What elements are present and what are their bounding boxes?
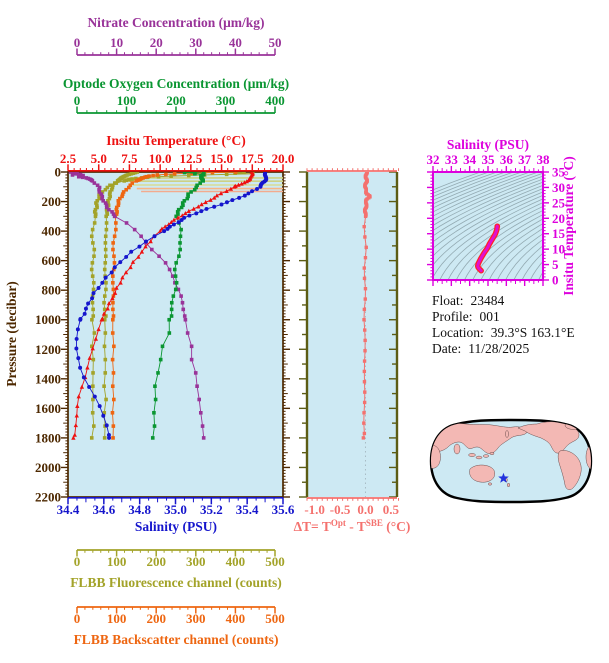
svg-text:500: 500 xyxy=(265,554,285,569)
svg-text:5.0: 5.0 xyxy=(91,151,107,166)
svg-text:1600: 1600 xyxy=(35,401,61,416)
svg-text:35.6: 35.6 xyxy=(272,502,295,517)
svg-text:34.4: 34.4 xyxy=(57,502,80,517)
ts-salinity-title: Salinity (PSU) xyxy=(447,137,529,152)
svg-text:1000: 1000 xyxy=(35,312,61,327)
svg-text:25: 25 xyxy=(552,195,566,210)
location-line: Location: 39.3°S 163.1°E xyxy=(432,325,575,340)
svg-text:200: 200 xyxy=(42,194,62,209)
svg-text:100: 100 xyxy=(107,554,127,569)
svg-text:-1.0: -1.0 xyxy=(304,502,325,517)
date-line: Date: 11/28/2025 xyxy=(432,341,530,356)
backscatter-axis-title: FLBB Backscatter channel (counts) xyxy=(74,632,279,647)
svg-text:0: 0 xyxy=(74,35,81,50)
float-info: Float: 23484 Profile: 001 Location: 39.3°S … xyxy=(432,293,575,356)
salinity-axis-title: Salinity (PSU) xyxy=(135,519,217,534)
svg-text:17.5: 17.5 xyxy=(241,151,264,166)
svg-text:600: 600 xyxy=(42,253,62,268)
svg-text:33: 33 xyxy=(445,152,459,167)
svg-text:38: 38 xyxy=(537,152,551,167)
svg-text:50: 50 xyxy=(269,35,282,50)
svg-text:200: 200 xyxy=(146,554,166,569)
svg-text:1800: 1800 xyxy=(35,430,61,445)
svg-text:35.2: 35.2 xyxy=(200,502,223,517)
svg-text:35.4: 35.4 xyxy=(236,502,259,517)
svg-text:34: 34 xyxy=(463,152,477,167)
svg-text:1400: 1400 xyxy=(35,371,61,386)
float-location-star xyxy=(498,472,509,483)
svg-text:2.5: 2.5 xyxy=(60,151,77,166)
backscatter-axis: 0 100 200 300 400 500 xyxy=(74,606,285,626)
svg-text:200: 200 xyxy=(166,93,186,108)
svg-text:400: 400 xyxy=(226,554,246,569)
float-id-line: Float: 23484 xyxy=(432,293,505,308)
svg-text:30: 30 xyxy=(552,180,565,195)
svg-text:0: 0 xyxy=(55,165,62,180)
oxygen-axis-title: Optode Oxygen Concentration (μm/kg) xyxy=(63,76,289,91)
ts-temperature-title: Insitu Temperature (°C) xyxy=(561,156,576,295)
svg-text:0.5: 0.5 xyxy=(383,502,400,517)
fluorescence-axis: 0 100 200 300 400 500 xyxy=(74,549,285,569)
svg-text:300: 300 xyxy=(216,93,236,108)
svg-text:34.6: 34.6 xyxy=(92,502,115,517)
svg-text:800: 800 xyxy=(42,283,62,298)
delta-t-axis-title: ΔT= TOpt - TSBE (°C) xyxy=(294,518,411,534)
svg-text:10: 10 xyxy=(552,242,565,257)
svg-text:-0.5: -0.5 xyxy=(330,502,351,517)
fluorescence-axis-title: FLBB Fluorescence channel (counts) xyxy=(70,575,282,590)
svg-text:0: 0 xyxy=(74,93,81,108)
svg-text:100: 100 xyxy=(117,93,137,108)
svg-text:0.0: 0.0 xyxy=(357,502,373,517)
svg-text:37: 37 xyxy=(518,152,532,167)
svg-text:400: 400 xyxy=(265,93,285,108)
svg-text:32: 32 xyxy=(427,152,440,167)
profile-line: Profile: 001 xyxy=(432,309,500,324)
nitrate-axis: 0 10 20 30 40 50 xyxy=(74,35,282,56)
temperature-axis-title: Insitu Temperature (°C) xyxy=(106,133,245,148)
svg-text:0: 0 xyxy=(74,554,81,569)
svg-text:15: 15 xyxy=(552,226,566,241)
pressure-axis-title: Pressure (decibar) xyxy=(4,281,19,387)
svg-text:20: 20 xyxy=(552,211,565,226)
svg-text:20: 20 xyxy=(150,35,163,50)
oxygen-axis: 0 100 200 300 400 xyxy=(74,93,285,114)
svg-text:1200: 1200 xyxy=(35,342,61,357)
nitrate-axis-title: Nitrate Concentration (μm/kg) xyxy=(87,15,264,30)
svg-text:400: 400 xyxy=(42,224,62,239)
svg-text:34.8: 34.8 xyxy=(128,502,151,517)
svg-text:2200: 2200 xyxy=(35,490,61,505)
svg-text:12.5: 12.5 xyxy=(179,151,202,166)
svg-text:5: 5 xyxy=(552,257,559,272)
svg-text:35: 35 xyxy=(552,165,566,180)
svg-text:300: 300 xyxy=(186,611,206,626)
svg-text:10: 10 xyxy=(110,35,123,50)
svg-text:10.0: 10.0 xyxy=(149,151,172,166)
svg-text:35.0: 35.0 xyxy=(164,502,187,517)
svg-text:7.5: 7.5 xyxy=(121,151,138,166)
svg-text:20.0: 20.0 xyxy=(272,151,295,166)
svg-text:100: 100 xyxy=(107,611,127,626)
svg-text:40: 40 xyxy=(229,35,242,50)
svg-text:400: 400 xyxy=(226,611,246,626)
svg-text:30: 30 xyxy=(189,35,202,50)
svg-text:500: 500 xyxy=(265,611,285,626)
delta-t-panel: -1.0 -0.5 0.0 0.5 xyxy=(299,168,400,517)
svg-text:300: 300 xyxy=(186,554,206,569)
main-profile-plot: 0 200 400 600 800 1000 1200 1400 1600 1800 2000 220… xyxy=(35,151,295,517)
svg-text:2000: 2000 xyxy=(35,460,61,475)
svg-text:200: 200 xyxy=(146,611,166,626)
svg-text:35: 35 xyxy=(482,152,496,167)
world-map xyxy=(429,418,593,504)
svg-text:0: 0 xyxy=(74,611,81,626)
svg-text:15.0: 15.0 xyxy=(210,151,233,166)
svg-text:36: 36 xyxy=(500,152,514,167)
svg-text:0: 0 xyxy=(552,273,559,288)
